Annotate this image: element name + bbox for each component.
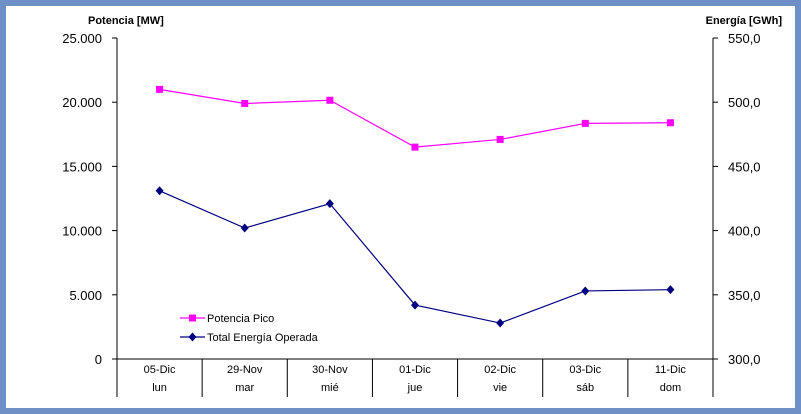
x-tick-label: 05-Dic — [144, 364, 176, 376]
right-tick-label: 400,0 — [728, 224, 761, 239]
x-day-label: mié — [321, 382, 339, 394]
right-tick-label: 500,0 — [728, 95, 761, 110]
data-point — [326, 96, 334, 104]
data-point — [666, 285, 675, 295]
left-tick-label: 5.000 — [69, 288, 102, 303]
data-point — [496, 318, 505, 328]
legend-marker — [188, 332, 197, 342]
data-point — [411, 300, 419, 310]
right-tick-label: 450,0 — [728, 159, 761, 174]
left-tick-label: 25.000 — [62, 31, 102, 46]
right-axis-title: Energía [GWh] — [706, 15, 783, 27]
right-tick-label: 350,0 — [728, 288, 761, 303]
x-day-label: lun — [152, 382, 167, 394]
data-point — [240, 223, 249, 233]
data-point — [666, 119, 674, 127]
x-day-label: sáb — [576, 382, 594, 394]
data-point — [411, 143, 419, 151]
series-2 — [155, 186, 675, 328]
left-tick-label: 20.000 — [62, 95, 102, 110]
legend: Potencia Pico Total Energía Operada — [180, 313, 319, 344]
data-point — [241, 99, 249, 107]
legend-item: Total Energía Operada — [180, 332, 319, 344]
legend-item: Potencia Pico — [180, 313, 274, 325]
series-line — [159, 88, 671, 148]
x-tick-label: 02-Dic — [484, 364, 516, 376]
legend-label: Total Energía Operada — [207, 332, 319, 344]
x-tick-label: 30-Nov — [312, 364, 348, 376]
x-tick-label: 03-Dic — [569, 364, 601, 376]
left-tick-label: 0 — [95, 352, 102, 367]
legend-marker — [189, 314, 196, 322]
x-day-label: vie — [493, 382, 507, 394]
x-tick-label: 29-Nov — [227, 364, 263, 376]
axes: 0 5.000 10.000 15.000 20.000 25.000 300,0 350,0… — [62, 31, 761, 397]
data-point — [496, 135, 504, 143]
left-tick-label: 10.000 — [62, 224, 102, 239]
x-day-label: mar — [235, 382, 254, 394]
x-day-label: jue — [407, 382, 423, 394]
right-tick-label: 300,0 — [728, 352, 761, 367]
data-point — [156, 85, 164, 93]
left-tick-label: 15.000 — [62, 159, 102, 174]
data-point — [581, 119, 589, 127]
data-point — [581, 286, 590, 296]
left-axis-title: Potencia [MW] — [88, 15, 164, 27]
x-tick-label: 01-Dic — [399, 364, 431, 376]
data-point — [325, 199, 334, 209]
right-tick-label: 550,0 — [728, 31, 761, 46]
legend-label: Potencia Pico — [207, 313, 274, 325]
series-layer — [155, 85, 675, 328]
series-1 — [156, 85, 674, 151]
data-point — [155, 186, 164, 196]
x-day-label: dom — [660, 382, 681, 394]
x-tick-label: 11-Dic — [655, 364, 686, 376]
